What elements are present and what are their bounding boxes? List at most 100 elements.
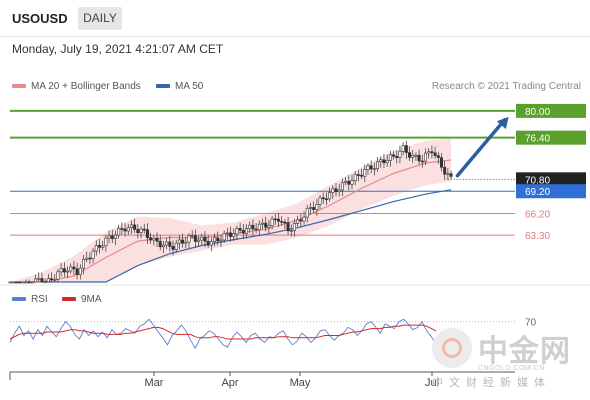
candle-body [439,157,443,168]
watermark-logo-icon [432,328,472,368]
x-tick-label-Apr: Apr [221,377,238,389]
candle-body [190,235,194,238]
candle-body [75,268,79,275]
candle-body [414,154,418,157]
candle-body [209,241,213,246]
candle-body [366,165,370,171]
candle-body [117,228,121,236]
candle-body [85,257,89,260]
candle-body [299,219,303,222]
candle-body [206,240,210,246]
candle-body [232,233,236,237]
candle-body [417,154,421,162]
projection-arrow [455,118,507,178]
candle-body [350,180,354,185]
candle-body [165,241,169,246]
candle-body [276,218,280,222]
candle-body [229,232,233,237]
candle-body [222,233,226,241]
candle-body [401,145,405,152]
candle-body [334,188,338,192]
candle-body [27,281,31,284]
candle-body [433,152,437,156]
ma9-swatch [62,297,76,302]
candle-body [376,161,380,170]
level-box-76.40 [516,130,586,145]
candle-body [238,228,242,231]
candle-body [254,228,258,231]
level-box-70.80 [516,172,586,187]
candle-body [331,188,335,193]
candle-body [449,173,453,177]
datetime-label: Monday, July 19, 2021 4:21:07 AM CET [12,42,224,56]
candle-body [388,154,392,161]
candle-body [267,225,271,228]
candle-body [302,216,306,222]
candle-body [235,228,239,235]
candle-body [136,229,140,233]
candle-body [257,223,261,231]
candle-body [430,151,434,154]
candle-body [264,222,268,228]
level-label-70.80: 70.80 [525,175,550,186]
candle-body [126,227,130,232]
candle-body [286,222,290,232]
x-tick-label-May: May [290,377,311,389]
ma20-swatch [12,84,26,89]
legend-9ma: 9MA [62,294,102,305]
candle-body [66,270,70,273]
candle-body [408,152,412,158]
candle-body [104,237,108,247]
bollinger-band [10,138,452,282]
candle-body [46,278,50,283]
candle-body [21,281,25,284]
candle-body [174,242,178,250]
candle-body [62,268,66,273]
candle-body [283,221,287,224]
candle-body [133,224,137,230]
candle-body [360,174,364,177]
level-label-76.40: 76.40 [525,134,550,145]
candle-body [187,235,191,243]
candle-body [248,224,252,230]
candle-body [184,241,188,244]
candle-body [197,239,201,242]
candle-body [411,154,415,158]
candle-body [72,266,76,270]
candle-body [11,281,15,284]
candle-body [308,207,312,209]
timeframe-button[interactable]: DAILY [78,7,122,30]
candle-body [193,235,197,242]
candle-body [340,182,344,191]
legend-ma50: MA 50 [156,81,203,92]
candle-body [14,281,18,284]
candle-body [337,189,341,192]
candle-body [427,151,431,154]
ma50-swatch [156,84,170,89]
candle-body [59,268,63,273]
candle-body [251,224,255,230]
ma50-label: MA 50 [175,81,204,92]
candle-body [129,224,133,229]
candle-body [40,278,44,283]
candle-body [305,208,309,218]
candle-body [289,230,293,232]
candle-body [69,266,73,272]
candle-body [168,241,172,247]
candle-body [318,197,322,205]
rsi-swatch [12,297,26,302]
candle-body [296,219,300,224]
candle-body [56,271,60,280]
candle-body [379,159,383,163]
candle-body [43,281,47,284]
candle-body [152,237,156,241]
candle-body [225,232,229,235]
candle-body [161,244,165,248]
candle-body [91,250,95,259]
rsi-label: RSI [31,294,48,305]
candle-body [347,180,351,185]
candle-body [420,160,424,163]
top-bar: USOUSD DAILY [0,0,590,36]
candle-body [321,197,325,200]
